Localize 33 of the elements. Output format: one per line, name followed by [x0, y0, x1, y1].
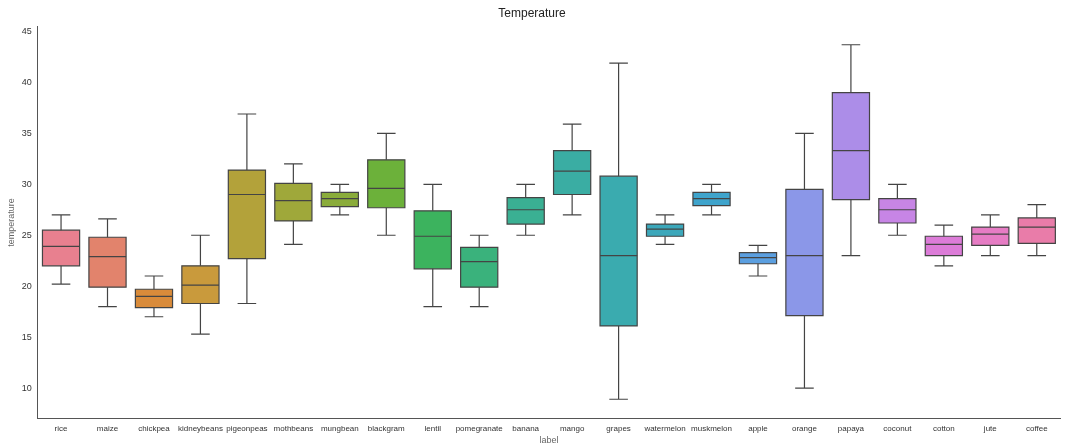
x-tick-label: banana	[512, 423, 540, 433]
x-tick-label: kidneybeans	[177, 423, 223, 433]
x-tick-label: coconut	[883, 423, 913, 433]
x-tick-label: coffee	[1025, 423, 1049, 433]
x-tick-label: mungbean	[320, 423, 359, 433]
x-tick-label: orange	[791, 423, 818, 433]
x-tick-label: lentil	[424, 423, 442, 433]
y-tick-label: 35	[21, 127, 32, 138]
x-tick-label: chickpea	[138, 423, 171, 433]
y-tick-label: 40	[21, 76, 32, 87]
x-tick-label: grapes	[606, 423, 631, 433]
x-axis-title: label	[539, 435, 559, 446]
x-tick-label: muskmelon	[691, 423, 732, 433]
x-tick-label: maize	[96, 423, 119, 433]
x-tick-label: apple	[748, 423, 769, 433]
y-axis-title: temperature	[5, 198, 16, 247]
x-tick-label: cotton	[932, 423, 955, 433]
x-tick-label: rice	[54, 423, 69, 433]
chart-title: Temperature	[498, 5, 566, 20]
x-tick-label: pomegranate	[455, 423, 504, 433]
y-tick-label: 10	[21, 382, 32, 393]
y-tick-label: 30	[21, 178, 32, 189]
y-tick-label: 15	[21, 331, 32, 342]
x-tick-label: mothbeans	[273, 423, 314, 433]
x-tick-label: mango	[559, 423, 585, 433]
x-tick-label: papaya	[837, 423, 865, 433]
x-tick-label: jute	[982, 423, 998, 433]
x-tick-label: blackgram	[367, 423, 406, 433]
y-tick-label: 25	[21, 229, 32, 240]
y-tick-label: 45	[21, 25, 32, 36]
y-tick-label: 20	[21, 280, 32, 291]
x-tick-label: pigeonpeas	[226, 423, 268, 433]
x-tick-label: watermelon	[643, 423, 686, 433]
